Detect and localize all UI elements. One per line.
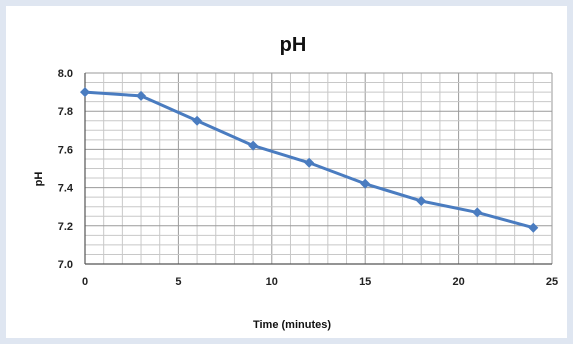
y-tick-label: 7.4 bbox=[58, 183, 74, 195]
data-point bbox=[304, 157, 315, 168]
chart-title: pH bbox=[280, 34, 307, 56]
data-point bbox=[80, 87, 90, 98]
series-layer bbox=[80, 87, 539, 233]
data-point bbox=[416, 195, 427, 206]
x-tick-label: 10 bbox=[266, 276, 278, 288]
data-point bbox=[248, 140, 259, 151]
data-point bbox=[528, 222, 539, 233]
y-tick-label: 7.2 bbox=[58, 221, 73, 233]
x-tick-label: 5 bbox=[175, 276, 181, 288]
y-tick-label: 7.0 bbox=[58, 259, 73, 271]
data-point bbox=[136, 90, 147, 101]
x-tick-label: 0 bbox=[82, 276, 88, 288]
axes bbox=[84, 73, 552, 265]
x-tick-label: 25 bbox=[546, 276, 558, 288]
y-axis-title: pH bbox=[33, 172, 45, 187]
chart-card: pH 0 5 10 15 20 25 7.0 7.2 7.4 7.6 7.8 8.0 Time (mi… bbox=[6, 6, 567, 338]
x-tick-label: 20 bbox=[452, 276, 464, 288]
y-tick-label: 8.0 bbox=[58, 68, 73, 80]
line-chart: pH 0 5 10 15 20 25 7.0 7.2 7.4 7.6 7.8 8.0 Time (mi… bbox=[33, 34, 558, 331]
tick-labels: 0 5 10 15 20 25 7.0 7.2 7.4 7.6 7.8 8.0 bbox=[58, 68, 558, 288]
data-point bbox=[472, 207, 483, 218]
y-tick-label: 7.8 bbox=[58, 106, 73, 118]
data-point bbox=[360, 178, 371, 189]
data-point bbox=[192, 115, 203, 126]
grid bbox=[84, 72, 553, 265]
x-axis-title: Time (minutes) bbox=[253, 319, 331, 331]
y-tick-label: 7.6 bbox=[58, 144, 73, 156]
x-tick-label: 15 bbox=[359, 276, 371, 288]
